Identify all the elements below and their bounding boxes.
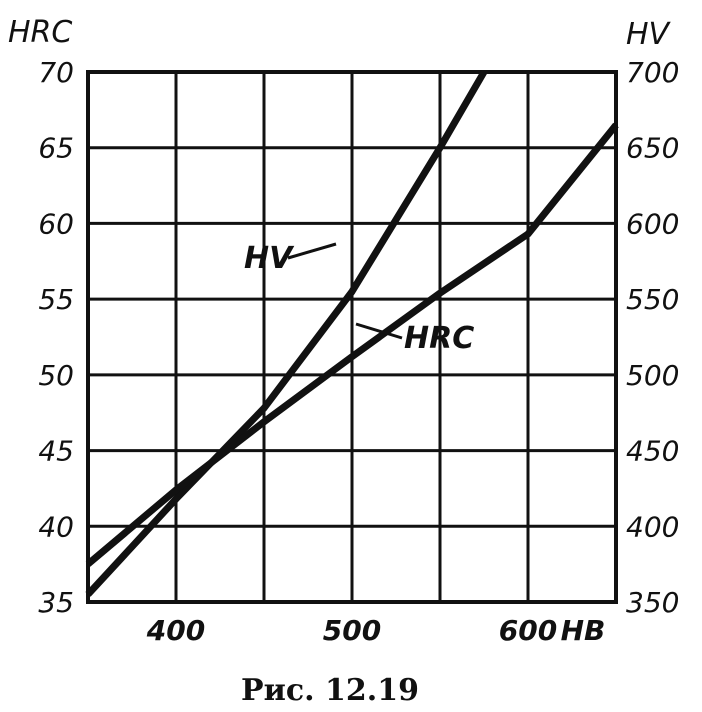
y-left-tick-label: 60 bbox=[38, 207, 74, 240]
leader-line-hv bbox=[287, 242, 337, 260]
x-tick-labels: 400 500 600 bbox=[146, 614, 557, 647]
x-tick-label: 600 bbox=[499, 614, 557, 647]
y-left-tick-label: 40 bbox=[38, 510, 74, 543]
x-axis-title: HB bbox=[561, 614, 606, 647]
y-left-axis-title: HRC bbox=[8, 15, 72, 50]
y-right-tick-label: 700 bbox=[626, 56, 679, 89]
y-left-tick-label: 35 bbox=[38, 586, 74, 619]
y-left-tick-label: 45 bbox=[38, 435, 74, 468]
y-right-tick-label: 600 bbox=[626, 207, 679, 240]
figure-caption: Рис. 12.19 bbox=[241, 673, 419, 708]
y-left-tick-label: 65 bbox=[38, 132, 74, 165]
y-right-tick-label: 550 bbox=[626, 283, 679, 316]
series-line-hv bbox=[85, 70, 488, 597]
series-label-hrc: HRC bbox=[404, 321, 474, 356]
series-line-hrc bbox=[85, 122, 619, 567]
y-right-tick-label: 650 bbox=[626, 132, 679, 165]
y-right-tick-label: 400 bbox=[626, 510, 679, 543]
series-annotations: HV HRC bbox=[244, 241, 474, 356]
y-right-tick-label: 500 bbox=[626, 359, 679, 392]
x-tick-label: 400 bbox=[146, 614, 205, 647]
y-left-tick-label: 70 bbox=[38, 56, 74, 89]
y-right-tick-labels: 350 400 450 500 550 600 650 700 bbox=[626, 56, 679, 619]
y-left-tick-labels: 35 40 45 50 55 60 65 70 bbox=[38, 56, 74, 619]
plot-frame bbox=[86, 70, 618, 604]
leader-line-hrc bbox=[355, 322, 403, 340]
x-tick-label: 500 bbox=[323, 614, 381, 647]
y-left-tick-label: 55 bbox=[38, 283, 74, 316]
grid bbox=[88, 72, 616, 602]
y-right-tick-label: 450 bbox=[626, 435, 679, 468]
series-label-hv: HV bbox=[244, 241, 295, 276]
series-layer bbox=[85, 70, 619, 597]
y-right-axis-title: HV bbox=[626, 17, 672, 52]
y-left-tick-label: 50 bbox=[38, 359, 74, 392]
y-right-tick-label: 350 bbox=[626, 586, 679, 619]
